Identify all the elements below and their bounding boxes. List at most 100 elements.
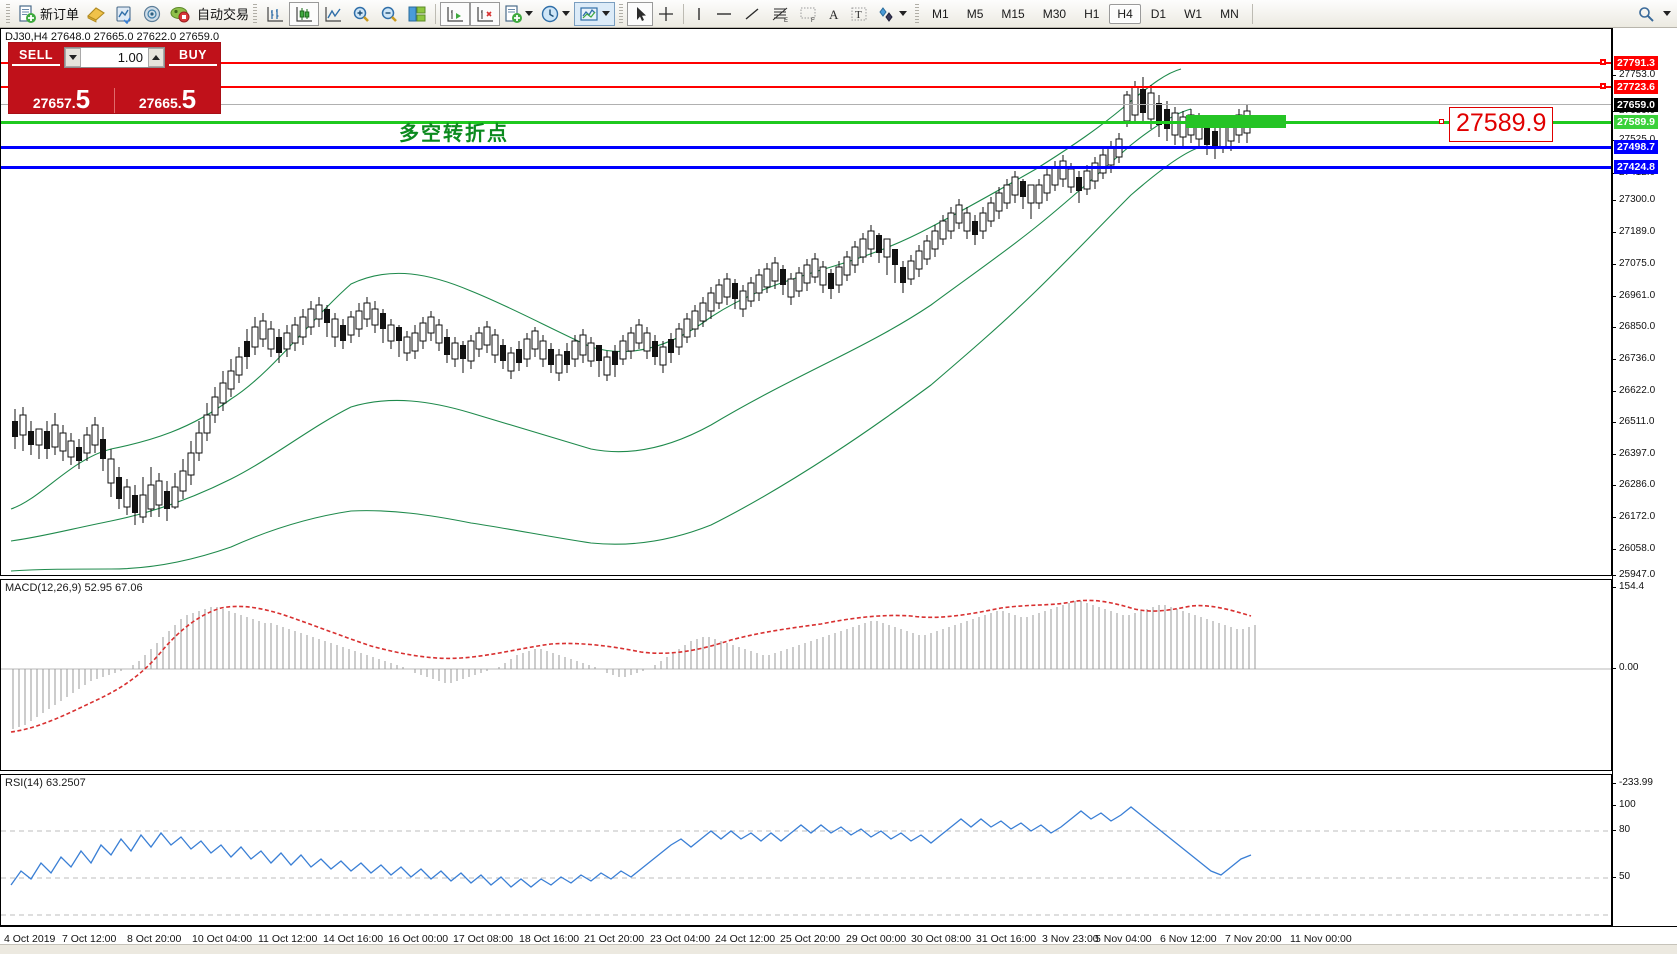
level-line-resistance-2[interactable] [1,86,1611,88]
price-tick: 26286.0 [1611,479,1655,490]
price-badge-resistance-1[interactable]: 27791.3 [1614,56,1658,70]
chart-shift-button[interactable] [403,2,431,26]
price-series [10,68,1251,572]
timeframe-d1[interactable]: D1 [1150,6,1167,21]
timeframe-h1[interactable]: H1 [1084,6,1100,21]
chevron-down-icon-4[interactable] [899,11,908,16]
level-line-support-2[interactable] [1,166,1611,169]
timeframe-group: M1 M5 M15 M30 H1 H4 D1 W1 MN [923,3,1248,24]
chevron-down-icon[interactable] [525,11,534,16]
price-tick: 27189.0 [1611,226,1655,237]
level-line-resistance-1[interactable] [1,62,1611,64]
chart-title: DJ30,H4 27648.0 27665.0 27622.0 27659.0 [5,31,220,43]
buy-price[interactable]: 27665 . 5 [114,85,220,113]
shapes-button[interactable] [872,2,911,26]
expert-advisors-icon [87,6,105,23]
timeframe-w1[interactable]: W1 [1184,6,1203,21]
toolbar-grip-3[interactable] [619,3,624,24]
sell-price[interactable]: 27657 . 5 [9,85,114,113]
level-line-support-1[interactable] [1,146,1611,149]
toolbar-grip[interactable] [6,3,10,24]
data-window-button[interactable] [110,2,138,26]
autotrading-label: 自动交易 [197,7,250,22]
level-line-pivot[interactable] [1,121,1611,124]
text-label-button[interactable]: A [822,2,846,26]
cursor-button[interactable] [627,1,654,26]
chart-root: DJ30,H4 27648.0 27665.0 27622.0 27659.0 [0,28,1677,954]
timeframe-h4[interactable]: H4 [1109,3,1141,24]
volume-input[interactable]: 1.00 [81,47,148,67]
chart-shift-marker-button[interactable] [470,1,501,26]
signals-button[interactable] [138,2,166,26]
timeframe-m30[interactable]: M30 [1042,6,1067,21]
price-badge-support-1[interactable]: 27498.7 [1614,140,1658,154]
time-tick: 23 Oct 04:00 [650,933,711,945]
rsi-tick: 80 [1611,824,1630,835]
timeframe-mn[interactable]: MN [1220,6,1239,21]
fibonacci-button[interactable]: E [766,2,794,26]
auto-scroll-button[interactable] [440,1,471,26]
chevron-down-icon-3[interactable] [602,11,611,16]
toolbar-overflow-button[interactable] [1658,2,1675,26]
chevron-down-icon-2[interactable] [562,11,571,16]
time-tick: 7 Oct 12:00 [62,933,117,945]
vertical-line-icon [698,7,700,20]
price-axis[interactable]: 27753.0 27639.0 27525.0 27412.0 27300.0 … [1611,28,1677,938]
new-order-button[interactable]: 新订单 [14,2,82,26]
line-chart-button[interactable] [319,2,347,26]
rsi-label: RSI(14) 63.2507 [5,777,86,789]
search-button[interactable] [1634,2,1658,26]
zoom-out-button[interactable] [375,2,403,26]
level-marker-2[interactable] [1600,83,1606,89]
volume-increment-button[interactable] [148,47,164,67]
timeframe-m5[interactable]: M5 [966,6,984,21]
price-tick: 26961.0 [1611,290,1655,301]
crosshair-button[interactable] [653,2,679,26]
macd-tick: -233.99 [1612,777,1653,788]
vertical-line-button[interactable] [688,2,710,26]
sell-button[interactable]: SELL [12,48,60,66]
toolbar-grip-2[interactable] [253,3,258,24]
price-badge-support-2[interactable]: 27424.8 [1614,160,1658,174]
price-badge-last-price[interactable]: 27659.0 [1614,98,1658,112]
buy-price-int: 27665 [138,94,178,111]
trendline-button[interactable] [738,2,766,26]
time-tick: 16 Oct 00:00 [388,933,449,945]
price-badge-resistance-2[interactable]: 27723.6 [1614,80,1658,94]
status-bar [0,944,1677,954]
volume-decrement-button[interactable] [65,47,81,67]
templates-button[interactable] [500,2,537,26]
toolbar-separator [435,3,437,24]
text-box-button[interactable]: T [846,2,872,26]
chevron-down-icon-5[interactable] [1663,11,1671,16]
zoom-in-button[interactable] [347,2,375,26]
one-click-trading-panel[interactable]: SELL 1.00 BUY 27657 . 5 27665 . 5 [8,42,221,114]
price-tick: 26850.0 [1611,321,1655,332]
price-badge-pivot[interactable]: 27589.9 [1614,115,1658,129]
level-marker-1[interactable] [1600,59,1606,65]
rsi-pane[interactable]: RSI(14) 63.2507 [0,774,1612,926]
main-toolbar: 新订单 自动交易 [0,0,1677,28]
period-button[interactable] [537,2,574,26]
timeframe-m15[interactable]: M15 [1001,6,1025,21]
macd-tick: 0.00 [1611,662,1638,673]
buy-button[interactable]: BUY [169,48,217,66]
candlestick-chart-button[interactable] [289,1,320,26]
svg-text:F: F [811,18,815,24]
time-tick: 18 Oct 16:00 [519,933,580,945]
bar-chart-button[interactable] [261,2,289,26]
time-tick: 25 Oct 20:00 [780,933,841,945]
equidistant-channel-button[interactable]: F [794,2,822,26]
price-tick: 26172.0 [1611,511,1655,522]
horizontal-line-button[interactable] [710,2,738,26]
level-marker-pivot[interactable] [1439,119,1444,124]
price-pane[interactable]: DJ30,H4 27648.0 27665.0 27622.0 27659.0 [0,28,1612,576]
indicators-button[interactable] [574,1,616,26]
volume-stepper[interactable]: 1.00 [64,46,165,68]
timeframe-m1[interactable]: M1 [932,6,949,21]
toolbar-separator-3 [1251,3,1253,24]
toolbar-grip-4[interactable] [915,3,920,24]
autotrading-button[interactable] [166,2,194,26]
macd-pane[interactable]: MACD(12,26,9) 52.95 67.06 [0,579,1612,771]
expert-advisors-button[interactable] [82,2,110,26]
